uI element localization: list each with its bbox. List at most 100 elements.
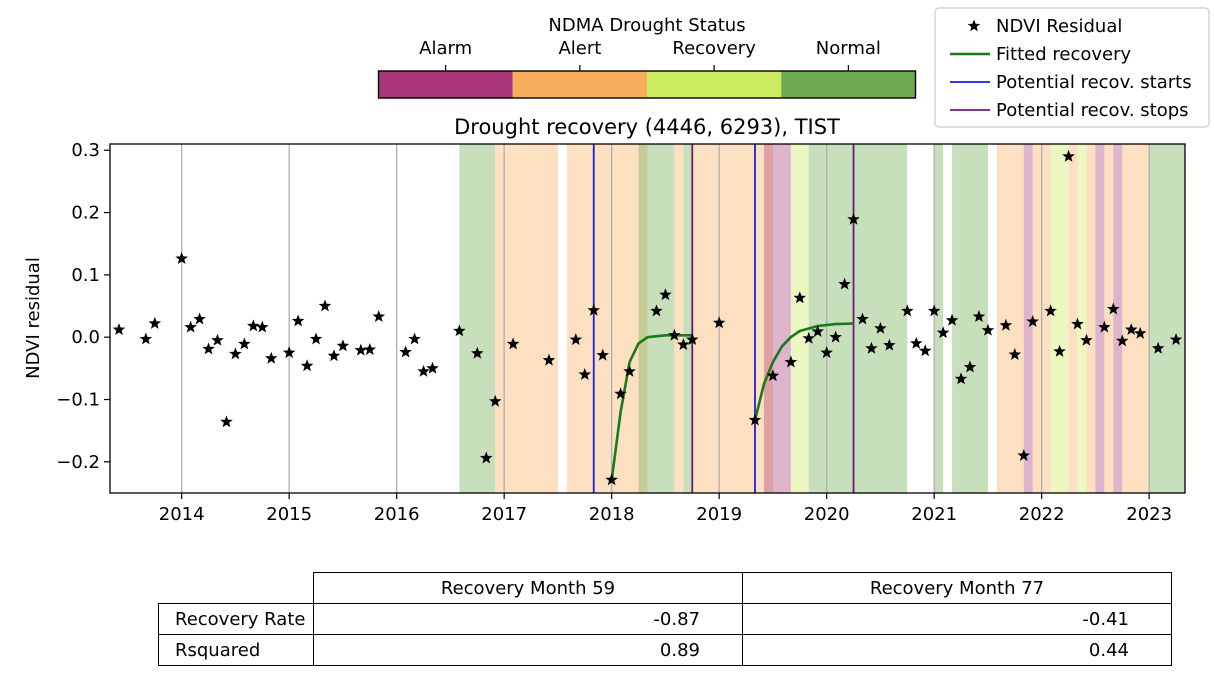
data-point xyxy=(247,319,260,332)
table-row: Rsquared 0.89 0.44 xyxy=(158,634,1172,666)
drought-band-normal xyxy=(459,144,496,493)
grid-lines xyxy=(181,144,1150,493)
data-point xyxy=(354,343,368,356)
data-point xyxy=(856,312,869,325)
y-tick-label: −0.2 xyxy=(56,452,100,473)
data-point xyxy=(1062,149,1075,162)
legend-entry-label: Potential recov. stops xyxy=(996,100,1189,121)
data-point xyxy=(327,349,341,362)
data-point xyxy=(1017,449,1031,461)
data-point xyxy=(264,351,278,364)
data-point xyxy=(578,367,592,380)
drought-band-normal xyxy=(1149,144,1185,493)
y-tick-label: −0.1 xyxy=(56,390,100,411)
fitted-recovery-line xyxy=(610,334,693,481)
data-point xyxy=(229,347,242,360)
data-point xyxy=(963,360,977,373)
legend-marker-star xyxy=(967,19,981,32)
data-point xyxy=(1151,341,1165,354)
data-point xyxy=(1098,320,1111,333)
x-tick-label: 2014 xyxy=(159,504,205,525)
data-point xyxy=(677,338,690,351)
data-point xyxy=(506,337,520,350)
colorbar-title: NDMA Drought Status xyxy=(548,15,745,36)
data-point xyxy=(542,353,556,366)
fitted-recovery-curves xyxy=(610,322,854,481)
data-point xyxy=(1169,333,1183,346)
data-point xyxy=(363,343,377,355)
drought-band-alert xyxy=(1104,144,1114,493)
data-point xyxy=(909,336,923,349)
data-point xyxy=(471,346,484,359)
drought-band-recovery xyxy=(1077,144,1087,493)
colorbar-segment-normal xyxy=(781,71,916,98)
colorbar-label: Alert xyxy=(558,38,601,59)
table-cell: -0.41 xyxy=(742,603,1172,635)
drought-band-alert xyxy=(674,144,684,493)
data-point xyxy=(399,345,412,358)
data-point xyxy=(811,324,824,337)
drought-band-recovery xyxy=(790,144,809,493)
data-point xyxy=(686,333,699,346)
data-point xyxy=(1080,333,1093,346)
data-point xyxy=(874,321,887,334)
x-tick-label: 2018 xyxy=(589,504,635,525)
drought-band-alarm xyxy=(1095,144,1105,493)
data-point xyxy=(318,299,332,312)
drought-band-normal xyxy=(665,144,675,493)
data-point xyxy=(417,364,430,377)
data-point xyxy=(659,288,672,301)
drought-status-colorbar: NDMA Drought Status Alarm Alert Recovery No… xyxy=(377,15,917,99)
table-column-header: Recovery Month 77 xyxy=(742,572,1172,604)
drought-band-alert xyxy=(728,144,747,493)
x-tick-label: 2019 xyxy=(696,504,742,525)
drought-band-alert xyxy=(1086,144,1096,493)
x-tick-label: 2021 xyxy=(911,504,957,525)
table-cell: 0.89 xyxy=(313,634,743,666)
data-point xyxy=(1053,344,1066,357)
data-point xyxy=(847,212,860,225)
table-cell: -0.87 xyxy=(313,603,743,635)
drought-band-alert xyxy=(1122,144,1150,493)
drought-band-normal xyxy=(934,144,944,493)
plot-frame xyxy=(109,143,1186,494)
data-point xyxy=(865,341,878,354)
drought-bands xyxy=(459,144,1185,493)
data-point xyxy=(766,369,780,382)
data-point xyxy=(184,320,197,333)
data-point xyxy=(927,304,941,317)
data-point xyxy=(614,387,627,400)
legend-frame xyxy=(934,7,1210,128)
drought-band-alert xyxy=(1068,144,1078,493)
data-point xyxy=(954,372,968,385)
y-tick-label: 0.2 xyxy=(71,203,100,224)
fitted-recovery-line xyxy=(753,322,854,421)
data-point xyxy=(569,333,583,346)
data-point xyxy=(336,339,350,352)
data-point xyxy=(838,277,851,290)
table-row: Recovery Rate -0.87 -0.41 xyxy=(158,603,1172,635)
data-point xyxy=(1133,326,1147,339)
legend-entry-label: Fitted recovery xyxy=(996,44,1131,65)
drought-band-alert xyxy=(513,144,532,493)
data-point xyxy=(1071,317,1084,330)
x-tick-label: 2017 xyxy=(481,504,527,525)
recovery-lines xyxy=(592,144,855,493)
data-point xyxy=(300,359,314,372)
data-point xyxy=(175,252,188,265)
data-point xyxy=(211,333,224,346)
drought-band-alarm xyxy=(763,144,791,493)
data-point xyxy=(1107,302,1120,315)
drought-recovery-figure: NDMA Drought Status Alarm Alert Recovery No… xyxy=(23,7,1210,525)
data-point xyxy=(623,364,636,377)
data-point xyxy=(596,348,609,361)
table-cell: 0.44 xyxy=(742,634,1172,666)
y-tick-label: 0.3 xyxy=(71,140,100,161)
data-point xyxy=(282,346,296,359)
colorbar-label: Alarm xyxy=(419,38,472,59)
data-point xyxy=(945,313,959,326)
legend: NDVI Residual Fitted recovery Potential re… xyxy=(934,7,1210,128)
drought-band-alert xyxy=(996,144,1024,493)
data-point xyxy=(784,355,798,368)
data-point xyxy=(256,320,269,333)
